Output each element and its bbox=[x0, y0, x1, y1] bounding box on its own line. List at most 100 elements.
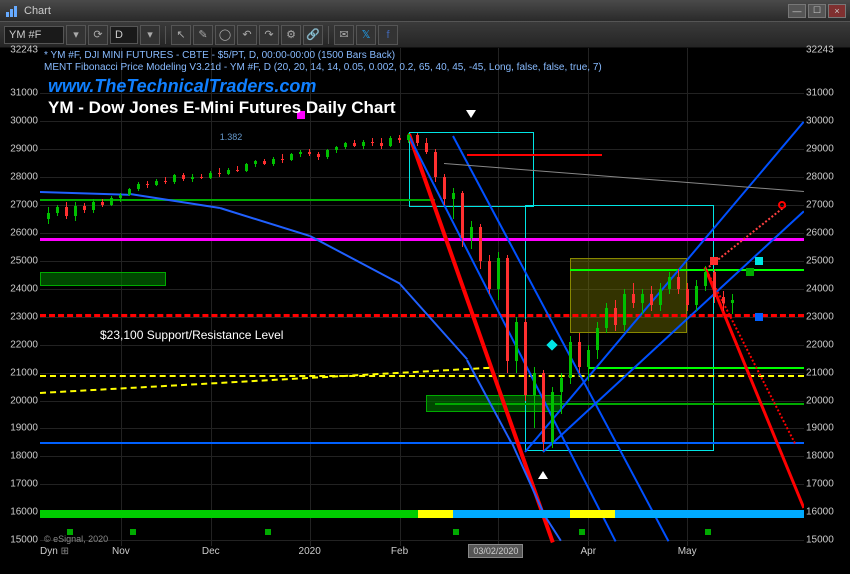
x-tick: 2020 bbox=[299, 546, 321, 557]
marker bbox=[755, 313, 763, 321]
indicator-dot bbox=[453, 529, 459, 535]
gridline-v bbox=[310, 48, 311, 546]
x-tick: May bbox=[678, 546, 697, 557]
highlight-rect bbox=[40, 272, 166, 286]
y-tick: 15000 bbox=[806, 535, 834, 546]
y-tick: 20000 bbox=[10, 395, 38, 406]
annotation: MENT Fibonacci Price Modeling V3.21d - Y… bbox=[44, 62, 602, 73]
h-line bbox=[570, 269, 804, 271]
annotation: www.TheTechnicalTraders.com bbox=[48, 76, 316, 97]
indicator-segment bbox=[418, 510, 454, 518]
y-tick: 29000 bbox=[806, 143, 834, 154]
gridline-h bbox=[40, 121, 804, 122]
y-tick: 17000 bbox=[806, 479, 834, 490]
y-tick: 20000 bbox=[806, 395, 834, 406]
y-tick: 16000 bbox=[10, 507, 38, 518]
cursor-tool-button[interactable]: ↖ bbox=[171, 25, 191, 45]
diag-line bbox=[704, 267, 804, 509]
y-tick: 25000 bbox=[10, 255, 38, 266]
dyn-label: Dyn ⊞ bbox=[40, 546, 69, 557]
y-tick: 15000 bbox=[10, 535, 38, 546]
y-tick: 18000 bbox=[806, 451, 834, 462]
y-tick: 22000 bbox=[806, 339, 834, 350]
settings-button[interactable]: ⚙ bbox=[281, 25, 301, 45]
y-tick: 22000 bbox=[10, 339, 38, 350]
indicator-dot bbox=[705, 529, 711, 535]
copyright: © eSignal, 2020 bbox=[44, 534, 108, 544]
gridline-v bbox=[400, 48, 401, 546]
h-line bbox=[40, 238, 804, 241]
annotation: * YM #F, DJI MINI FUTURES - CBTE - $5/PT… bbox=[44, 50, 395, 61]
y-tick-top: 32243 bbox=[10, 45, 38, 56]
maximize-button[interactable]: ☐ bbox=[808, 4, 826, 18]
h-line bbox=[40, 375, 804, 377]
indicator-dot bbox=[265, 529, 271, 535]
gridline-v bbox=[121, 48, 122, 546]
marker bbox=[538, 471, 548, 479]
annotation: 1.382 bbox=[220, 132, 243, 142]
interval-menu-button[interactable]: ▾ bbox=[140, 25, 160, 45]
y-tick-top: 32243 bbox=[806, 45, 834, 56]
titlebar: Chart — ☐ × bbox=[0, 0, 850, 22]
interval-input[interactable] bbox=[110, 26, 138, 44]
diag-line bbox=[704, 267, 796, 444]
y-tick: 30000 bbox=[10, 115, 38, 126]
y-tick: 23000 bbox=[806, 311, 834, 322]
y-tick: 30000 bbox=[806, 115, 834, 126]
y-tick: 17000 bbox=[10, 479, 38, 490]
chart-icon bbox=[4, 3, 20, 19]
y-tick: 19000 bbox=[806, 423, 834, 434]
y-tick: 24000 bbox=[10, 283, 38, 294]
draw-tool-button[interactable]: ✎ bbox=[193, 25, 213, 45]
y-tick: 16000 bbox=[806, 507, 834, 518]
diag-line bbox=[40, 367, 489, 394]
h-line bbox=[40, 442, 804, 444]
indicator-dot bbox=[579, 529, 585, 535]
ma-curve bbox=[130, 193, 220, 209]
gridline-h bbox=[40, 484, 804, 485]
y-tick: 27000 bbox=[806, 199, 834, 210]
ma-curve bbox=[40, 191, 130, 196]
y-axis-left: 1500016000170001800019000200002100022000… bbox=[0, 48, 40, 546]
x-axis: NovDec2020FebMarAprMayDyn ⊞03/02/2020 bbox=[40, 546, 804, 564]
symbol-menu-button[interactable]: ▾ bbox=[66, 25, 86, 45]
circle-tool-button[interactable]: ◯ bbox=[215, 25, 235, 45]
gridline-h bbox=[40, 456, 804, 457]
minimize-button[interactable]: — bbox=[788, 4, 806, 18]
marker bbox=[755, 257, 763, 265]
symbol-input[interactable] bbox=[4, 26, 64, 44]
marker bbox=[746, 268, 754, 276]
gridline-h bbox=[40, 540, 804, 541]
y-tick: 19000 bbox=[10, 423, 38, 434]
y-tick: 26000 bbox=[10, 227, 38, 238]
close-button[interactable]: × bbox=[828, 4, 846, 18]
y-tick: 28000 bbox=[10, 171, 38, 182]
facebook-button[interactable]: f bbox=[378, 25, 398, 45]
annotation: $23,100 Support/Resistance Level bbox=[100, 328, 283, 342]
toolbar: ▾ ⟳ ▾ ↖ ✎ ◯ ↶ ↷ ⚙ 🔗 ✉ 𝕏 f bbox=[0, 22, 850, 48]
redo-button[interactable]: ↷ bbox=[259, 25, 279, 45]
window-title: Chart bbox=[24, 5, 51, 17]
x-tick: Dec bbox=[202, 546, 220, 557]
email-button[interactable]: ✉ bbox=[334, 25, 354, 45]
marker bbox=[710, 257, 718, 265]
y-tick: 29000 bbox=[10, 143, 38, 154]
twitter-button[interactable]: 𝕏 bbox=[356, 25, 376, 45]
indicator-segment bbox=[453, 510, 570, 518]
link-button[interactable]: 🔗 bbox=[303, 25, 323, 45]
ma-curve bbox=[399, 283, 468, 360]
plot-area[interactable]: 247922348020500* YM #F, DJI MINI FUTURES… bbox=[40, 48, 804, 546]
chart-area: 15000 16000 17000 18000 19000 20000 21000 22000… bbox=[0, 48, 850, 574]
y-tick: 18000 bbox=[10, 451, 38, 462]
x-tick: Feb bbox=[391, 546, 408, 557]
y-tick: 25000 bbox=[806, 255, 834, 266]
y-tick: 21000 bbox=[806, 367, 834, 378]
indicator-segment bbox=[615, 510, 804, 518]
gridline-v bbox=[211, 48, 212, 546]
h-line bbox=[588, 367, 804, 369]
h-line bbox=[467, 154, 602, 156]
y-tick: 31000 bbox=[806, 87, 834, 98]
h-line bbox=[40, 199, 435, 201]
refresh-button[interactable]: ⟳ bbox=[88, 25, 108, 45]
undo-button[interactable]: ↶ bbox=[237, 25, 257, 45]
